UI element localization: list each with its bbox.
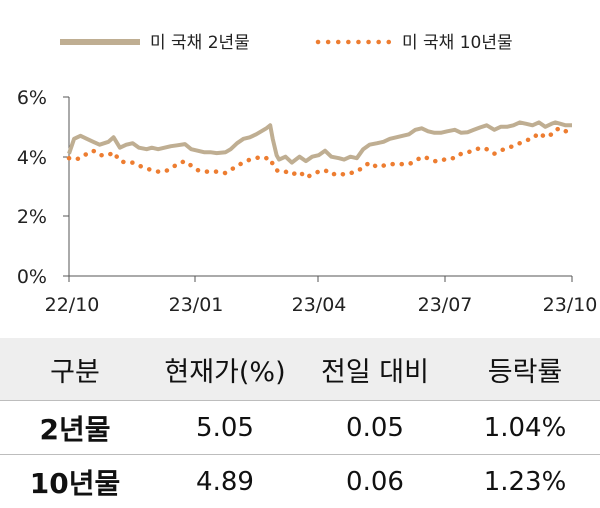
row-rate: 1.04% xyxy=(450,401,600,455)
y-tick-label: 4% xyxy=(17,147,47,169)
row-current: 4.89 xyxy=(150,455,300,508)
header-current: 현재가(%) xyxy=(150,338,300,401)
x-tick-label: 23/10 xyxy=(543,294,598,316)
row-name: 2년물 xyxy=(0,401,150,455)
table-header-row: 구분 현재가(%) 전일 대비 등락률 xyxy=(0,338,600,401)
row-rate: 1.23% xyxy=(450,455,600,508)
y-tick-label: 6% xyxy=(17,87,47,109)
x-axis: 22/10 23/01 23/04 23/07 23/10 xyxy=(45,276,598,316)
series-line-2y xyxy=(69,122,572,162)
y-axis: 0% 2% 4% 6% xyxy=(17,87,69,288)
row-change: 0.06 xyxy=(300,455,450,508)
yield-table: 구분 현재가(%) 전일 대비 등락률 2년물 5.05 0.05 1.04% … xyxy=(0,338,600,508)
y-tick-label: 0% xyxy=(17,266,47,288)
legend-label-2y: 미 국채 2년물 xyxy=(150,33,250,53)
row-name: 10년물 xyxy=(0,455,150,508)
yield-chart: 미 국채 2년물 미 국채 10년물 0% 2% 4% 6% 22/10 23/… xyxy=(0,0,600,330)
x-tick-label: 22/10 xyxy=(45,294,100,316)
x-tick-label: 23/07 xyxy=(418,294,473,316)
header-change: 전일 대비 xyxy=(300,338,450,401)
x-tick-label: 23/01 xyxy=(169,294,224,316)
header-category: 구분 xyxy=(0,338,150,401)
legend: 미 국채 2년물 미 국채 10년물 xyxy=(60,33,513,53)
table-row: 2년물 5.05 0.05 1.04% xyxy=(0,401,600,455)
row-change: 0.05 xyxy=(300,401,450,455)
header-rate: 등락률 xyxy=(450,338,600,401)
legend-label-10y: 미 국채 10년물 xyxy=(402,33,513,53)
row-current: 5.05 xyxy=(150,401,300,455)
y-tick-label: 2% xyxy=(17,206,47,228)
x-tick-label: 23/04 xyxy=(292,294,347,316)
table-row: 10년물 4.89 0.06 1.23% xyxy=(0,455,600,508)
